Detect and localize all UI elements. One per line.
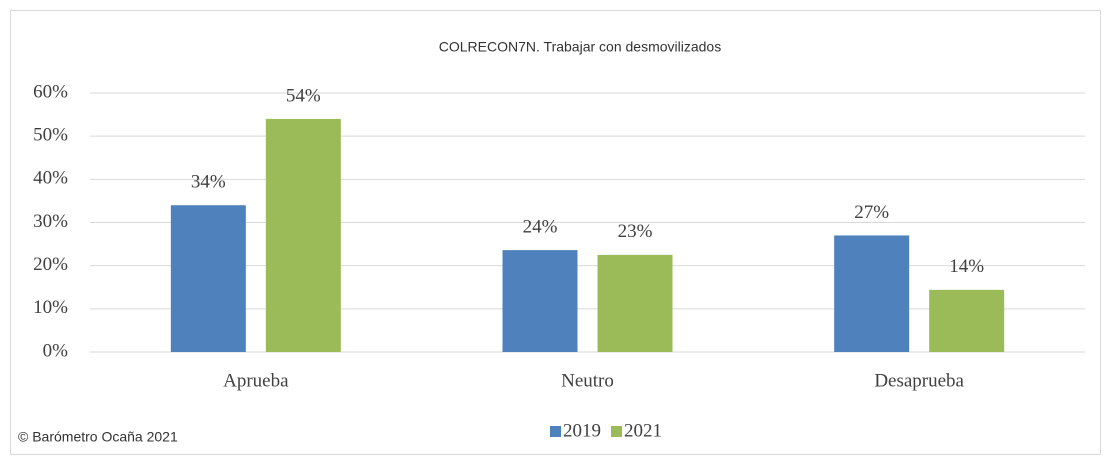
legend-label: 2019 bbox=[563, 420, 601, 441]
x-tick-label: Aprueba bbox=[223, 370, 289, 391]
y-tick-label: 50% bbox=[33, 125, 68, 146]
bar bbox=[929, 289, 1005, 352]
legend-swatch bbox=[611, 426, 622, 437]
legend-label: 2021 bbox=[624, 420, 662, 441]
bar bbox=[170, 205, 246, 352]
x-tick-label: Neutro bbox=[561, 370, 614, 391]
y-tick-label: 0% bbox=[43, 340, 69, 361]
y-tick-label: 10% bbox=[33, 297, 68, 318]
y-tick-label: 20% bbox=[33, 254, 68, 275]
data-label: 14% bbox=[949, 256, 984, 277]
bar bbox=[265, 118, 341, 353]
bar bbox=[597, 254, 673, 352]
data-label: 54% bbox=[286, 85, 321, 106]
y-tick-label: 40% bbox=[33, 168, 68, 189]
data-label: 23% bbox=[618, 221, 653, 242]
data-label: 27% bbox=[854, 202, 889, 223]
x-tick-label: Desaprueba bbox=[874, 370, 964, 391]
chart-title: COLRECON7N. Trabajar con desmovilizados bbox=[439, 39, 721, 55]
data-label: 34% bbox=[191, 172, 226, 193]
y-tick-label: 60% bbox=[33, 81, 68, 102]
bar bbox=[834, 235, 910, 352]
source: © Barómetro Ocaña 2021 bbox=[18, 429, 178, 445]
bar bbox=[502, 250, 578, 352]
y-tick-label: 30% bbox=[33, 211, 68, 232]
legend-swatch bbox=[550, 426, 561, 437]
data-label: 24% bbox=[523, 216, 558, 237]
